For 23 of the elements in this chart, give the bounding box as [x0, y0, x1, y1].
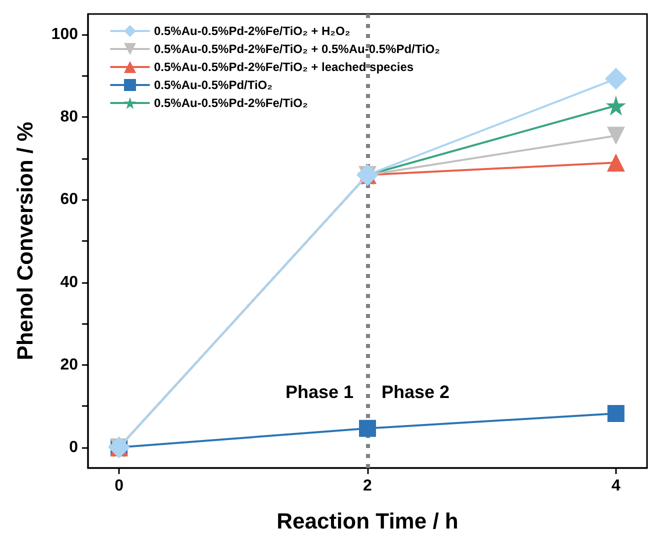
x-tick-label: 0: [114, 478, 124, 494]
annotation: Phase 2: [382, 382, 450, 402]
y-tick-label: 60: [60, 191, 78, 208]
y-tick-label: 20: [60, 356, 78, 374]
legend-label: 0.5%Au-0.5%Pd-2%Fe/TiO₂: [154, 96, 308, 110]
legend-label: 0.5%Au-0.5%Pd-2%Fe/TiO₂ + leached species: [154, 60, 414, 74]
point: [606, 96, 626, 116]
point: [359, 420, 376, 437]
point: [607, 405, 624, 422]
y-axis-title: Phenol Conversion / %: [12, 122, 38, 360]
y-tick-label: 40: [60, 274, 78, 291]
x-axis-title: Reaction Time / h: [276, 508, 458, 534]
legend-label: 0.5%Au-0.5%Pd-2%Fe/TiO₂ + 0.5%Au-0.5%Pd/TiO₂: [154, 42, 440, 56]
point: [606, 126, 625, 145]
y-tick-label: 0: [69, 438, 78, 456]
y-tick-label: 100: [51, 26, 78, 44]
x-tick-label: 2: [363, 478, 372, 494]
y-tick-label: 80: [60, 108, 78, 126]
point: [604, 68, 627, 90]
annotation: Phase 1: [285, 382, 354, 402]
x-tick-label: 4: [611, 478, 620, 494]
legend-label: 0.5%Au-0.5%Pd-2%Fe/TiO₂ + H₂O₂: [154, 24, 350, 38]
legend-label: 0.5%Au-0.5%Pd/TiO₂: [154, 78, 272, 92]
